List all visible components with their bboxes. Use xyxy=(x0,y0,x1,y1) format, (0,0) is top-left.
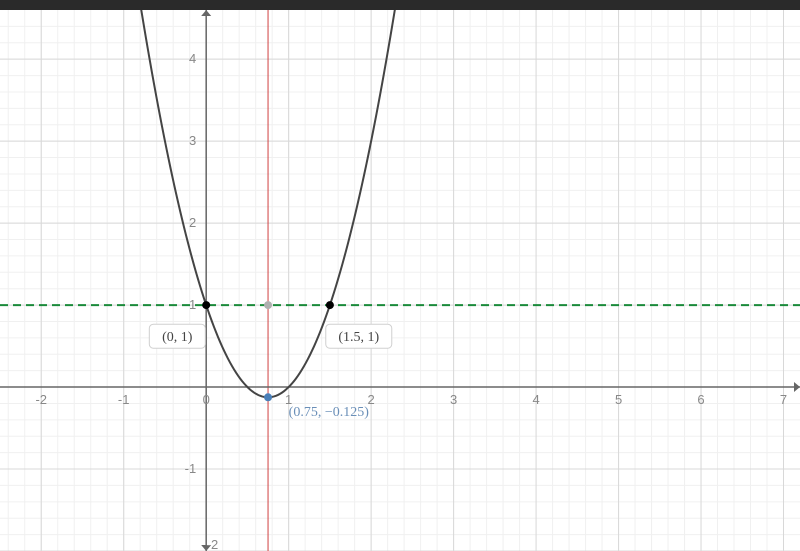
y-tick-label: -1 xyxy=(185,461,197,476)
graph-container[interactable]: -2-101234567-11234-2(0, 1)(1.5, 1)(0.75,… xyxy=(0,10,800,551)
coordinate-graph[interactable]: -2-101234567-11234-2(0, 1)(1.5, 1)(0.75,… xyxy=(0,10,800,551)
x-axis-arrow-right xyxy=(794,382,800,392)
x-tick-label: 7 xyxy=(780,392,787,407)
y-axis-arrow-up xyxy=(201,10,211,16)
x-tick-label: 6 xyxy=(697,392,704,407)
y-tick-label: 4 xyxy=(189,51,196,66)
vertex-label: (0.75, −0.125) xyxy=(289,405,370,420)
y-tick-label: 3 xyxy=(189,133,196,148)
plot-point-1 xyxy=(326,301,334,309)
x-tick-label: 4 xyxy=(532,392,539,407)
parabola-curve xyxy=(0,10,800,397)
point-label-2: (1.5, 1) xyxy=(326,324,392,348)
x-tick-label: 0 xyxy=(203,392,210,407)
x-tick-label: -1 xyxy=(118,392,130,407)
x-tick-label: 5 xyxy=(615,392,622,407)
point-label-2-text: (1.5, 1) xyxy=(338,330,379,345)
top-bar xyxy=(0,0,800,10)
x-tick-label: 3 xyxy=(450,392,457,407)
plot-point-3 xyxy=(264,393,272,401)
minor-grid xyxy=(0,10,800,551)
point-label-1: (0, 1) xyxy=(149,324,205,348)
y-tick-neg2: -2 xyxy=(207,537,219,551)
major-grid xyxy=(0,10,800,551)
x-tick-label: -2 xyxy=(35,392,47,407)
plot-point-2 xyxy=(264,301,272,309)
y-tick-label: 2 xyxy=(189,215,196,230)
point-label-1-text: (0, 1) xyxy=(162,330,193,345)
plot-point-0 xyxy=(202,301,210,309)
